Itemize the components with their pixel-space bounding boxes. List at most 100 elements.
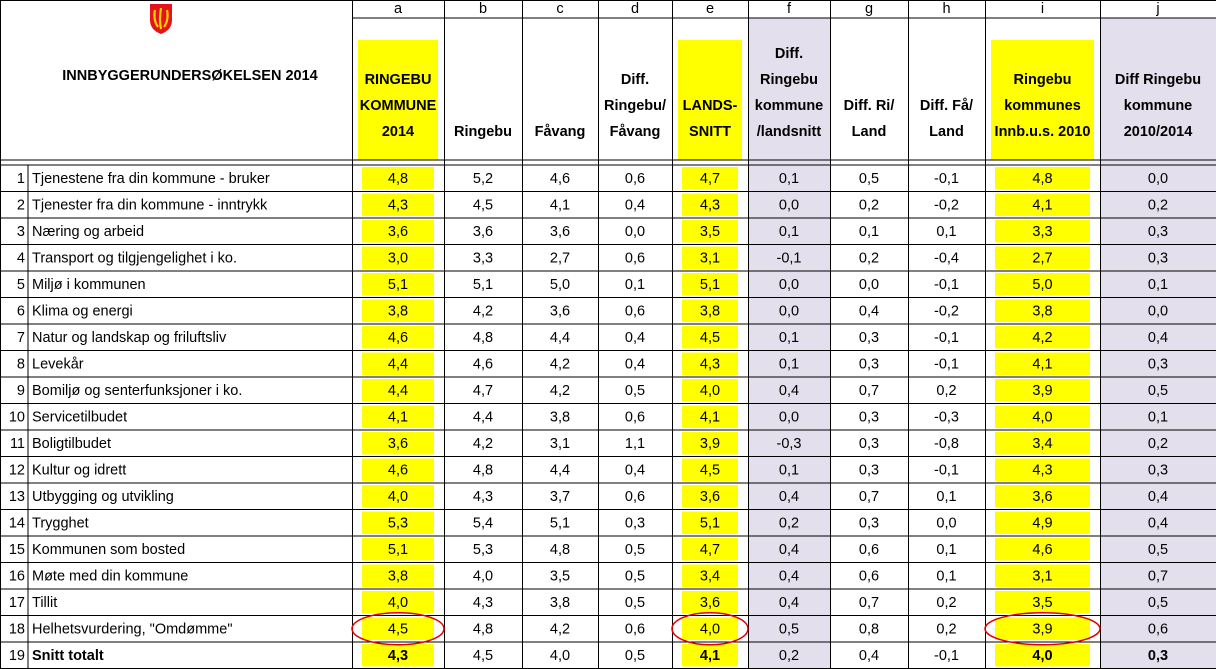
row-label: Næring og arbeid <box>32 224 144 240</box>
cell: 0,7 <box>859 595 879 611</box>
highlight <box>682 352 738 375</box>
cell: 4,1 <box>700 410 720 426</box>
highlight <box>995 220 1090 243</box>
highlight <box>995 644 1090 667</box>
cell: 0,7 <box>859 383 879 399</box>
annotation-oval <box>671 612 749 646</box>
highlight <box>995 591 1090 614</box>
cell: 5,1 <box>550 516 570 532</box>
cell: 4,8 <box>473 622 493 638</box>
cell: 0,1 <box>779 330 799 346</box>
cell: 5,1 <box>473 277 493 293</box>
cell: 0,7 <box>1148 569 1168 585</box>
highlight <box>995 511 1090 534</box>
cell: 0,1 <box>936 569 956 585</box>
cell: 4,3 <box>700 357 720 373</box>
row-number: 2 <box>17 198 25 214</box>
column-header: Diff. Få/ <box>920 98 973 114</box>
cell: 0,6 <box>625 171 645 187</box>
cell: 0,4 <box>625 357 645 373</box>
column-header: Diff. <box>621 72 649 88</box>
highlight <box>995 246 1090 269</box>
highlight <box>682 299 738 322</box>
highlight <box>362 246 434 269</box>
cell: 4,1 <box>700 648 720 664</box>
cell: 4,2 <box>550 357 570 373</box>
row-label: Tillit <box>32 595 57 611</box>
row-number: 16 <box>9 569 25 585</box>
row-number: 11 <box>10 436 25 452</box>
cell: 3,5 <box>550 569 570 585</box>
cell: 3,1 <box>550 436 570 452</box>
cell: 0,5 <box>625 569 645 585</box>
highlight <box>682 167 738 190</box>
cell: 0,8 <box>859 622 879 638</box>
row-number: 19 <box>9 648 25 664</box>
cell: 4,1 <box>1032 357 1052 373</box>
row-number: 18 <box>9 622 25 638</box>
cell: 3,4 <box>700 569 720 585</box>
highlight <box>995 617 1090 640</box>
cell: 0,0 <box>625 224 645 240</box>
row-label: Møte med din kommune <box>32 569 188 585</box>
cell: 2,7 <box>1032 251 1052 267</box>
highlight <box>682 326 738 349</box>
row-number: 7 <box>17 330 25 346</box>
cell: 4,7 <box>700 542 720 558</box>
backgrounds <box>358 18 1216 669</box>
shade <box>748 18 830 669</box>
column-header: RINGEBU <box>365 72 432 88</box>
cell: 0,3 <box>1148 357 1168 373</box>
column-header: Innb.u.s. 2010 <box>995 124 1091 140</box>
cell: 4,2 <box>550 622 570 638</box>
row-label: Helhetsvurdering, "Omdømme" <box>32 622 232 638</box>
cell: 4,5 <box>473 648 493 664</box>
cell: 4,1 <box>550 198 570 214</box>
column-letter: b <box>479 1 487 17</box>
cell: 3,8 <box>550 595 570 611</box>
cell: 0,4 <box>1148 516 1168 532</box>
cell: -0,2 <box>934 198 959 214</box>
cell: -0,1 <box>934 357 959 373</box>
cell: -0,1 <box>934 171 959 187</box>
column-letter: h <box>942 1 950 17</box>
cell: 0,5 <box>1148 383 1168 399</box>
cell: 4,2 <box>473 304 493 320</box>
highlight <box>682 644 738 667</box>
highlight <box>682 379 738 402</box>
cell: 4,0 <box>550 648 570 664</box>
cell: 4,4 <box>473 410 493 426</box>
cell: 0,1 <box>779 171 799 187</box>
cell: 0,0 <box>1148 171 1168 187</box>
cell: 4,0 <box>388 595 408 611</box>
highlight <box>362 485 434 508</box>
highlight <box>995 432 1090 455</box>
highlight <box>682 511 738 534</box>
column-header: kommune <box>755 98 824 114</box>
cell: 4,8 <box>473 463 493 479</box>
cell: 0,3 <box>1148 251 1168 267</box>
column-header: SNITT <box>689 124 731 140</box>
row-number: 6 <box>17 304 25 320</box>
row-number: 10 <box>9 410 25 426</box>
row-label: Boligtilbudet <box>32 436 111 452</box>
cell: 0,2 <box>936 622 956 638</box>
cell: -0,1 <box>777 251 802 267</box>
row-number: 12 <box>9 463 25 479</box>
highlight <box>362 458 434 481</box>
cell: 3,5 <box>1032 595 1052 611</box>
cell: 0,3 <box>1148 224 1168 240</box>
cell: 0,0 <box>1148 304 1168 320</box>
cell: 0,4 <box>779 542 799 558</box>
highlight <box>995 405 1090 428</box>
cell: 3,9 <box>1032 622 1052 638</box>
cell: 4,4 <box>550 463 570 479</box>
row-label: Kultur og idrett <box>32 463 126 479</box>
cell: 4,0 <box>700 622 720 638</box>
cell: 4,6 <box>388 463 408 479</box>
highlight <box>995 193 1090 216</box>
cell: 4,6 <box>1032 542 1052 558</box>
column-header: Diff Ringebu <box>1115 72 1201 88</box>
highlight <box>682 485 738 508</box>
highlight <box>682 246 738 269</box>
